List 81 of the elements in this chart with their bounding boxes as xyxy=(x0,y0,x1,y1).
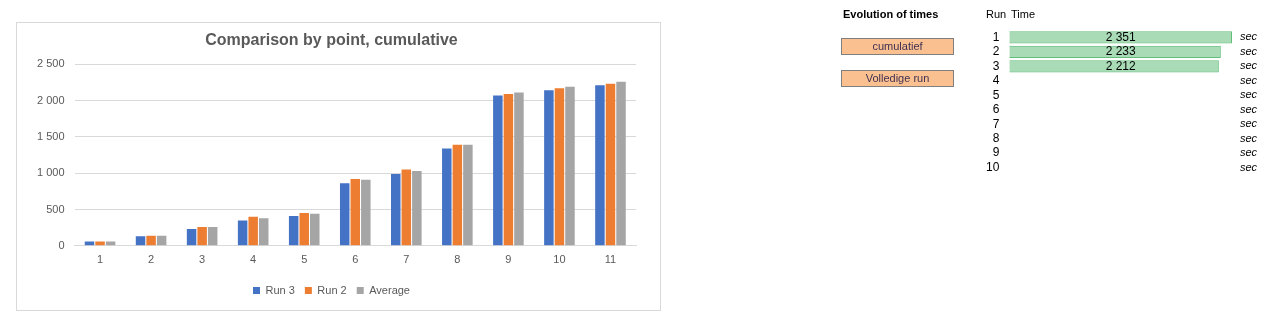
x-axis-title: Time xyxy=(1011,8,1036,20)
bar xyxy=(605,83,616,246)
y-tick-label: 1 500 xyxy=(37,129,65,142)
button: Volledige run xyxy=(841,70,954,87)
bar xyxy=(401,169,412,246)
bar xyxy=(258,218,269,246)
text: sec xyxy=(1240,146,1258,159)
bar xyxy=(299,213,309,246)
bar xyxy=(197,226,207,246)
bar xyxy=(339,183,350,246)
x-tick-label: 5 xyxy=(301,253,308,266)
bar xyxy=(146,235,156,246)
bar xyxy=(237,220,248,246)
bar xyxy=(554,88,565,246)
bar xyxy=(310,213,320,246)
bar xyxy=(350,178,361,246)
x-tick-label: 1 xyxy=(96,253,104,266)
bar xyxy=(186,229,197,246)
y-tick-label: 2 500 xyxy=(37,57,65,70)
text: sec xyxy=(1240,44,1258,57)
y-tick-label: 9 xyxy=(992,145,1000,160)
bar xyxy=(503,93,514,246)
y-tick-label: 2 000 xyxy=(37,93,65,106)
bar xyxy=(616,81,626,246)
text: sec xyxy=(1240,117,1258,130)
text: sec xyxy=(1240,59,1258,72)
data-label: 2 351 xyxy=(1105,29,1137,44)
y-axis-title: Run xyxy=(986,8,1007,20)
chart-title: Comparison by point, cumulative xyxy=(205,31,458,49)
x-tick-label: 2 xyxy=(148,253,155,266)
text: sec xyxy=(1240,30,1258,43)
y-tick-label: 3 xyxy=(992,58,1000,73)
bar xyxy=(565,86,575,246)
x-tick-label: 10 xyxy=(553,253,566,266)
bar xyxy=(207,226,218,246)
y-tick-label: 4 xyxy=(992,73,1000,88)
legend-label: Run 2 xyxy=(317,283,347,296)
bar xyxy=(135,236,146,246)
bar xyxy=(493,95,503,246)
bar xyxy=(463,144,473,246)
bar xyxy=(514,92,524,246)
bar xyxy=(391,173,401,246)
bar xyxy=(452,144,463,246)
bar xyxy=(544,90,554,246)
y-tick-label: 8 xyxy=(992,130,1000,145)
bar xyxy=(442,148,452,246)
legend-label: Average xyxy=(369,283,410,296)
text: sec xyxy=(1240,160,1258,173)
legend-label: Run 3 xyxy=(265,283,295,296)
y-tick-label: 1 000 xyxy=(37,166,65,179)
data-label: 2 233 xyxy=(1105,44,1137,59)
x-tick-label: 3 xyxy=(199,253,206,266)
bar xyxy=(288,216,299,246)
x-tick-label: 9 xyxy=(505,253,512,266)
bar xyxy=(412,170,422,246)
text: Evolution of times xyxy=(843,8,939,20)
x-tick-label: 7 xyxy=(403,253,410,266)
bar xyxy=(248,216,258,246)
text: sec xyxy=(1240,73,1258,86)
x-tick-label: 4 xyxy=(250,253,257,266)
text: sec xyxy=(1240,102,1258,115)
x-tick-label: 8 xyxy=(454,253,461,266)
y-tick-label: 6 xyxy=(992,102,1000,117)
text: sec xyxy=(1240,88,1258,101)
y-tick-label: 500 xyxy=(46,202,65,215)
y-tick-label: 2 xyxy=(992,44,1000,59)
x-tick-label: 6 xyxy=(352,253,359,266)
data-label: 2 212 xyxy=(1105,58,1137,73)
bar xyxy=(105,241,116,246)
y-tick-label: 1 xyxy=(992,29,1000,44)
button: cumulatief xyxy=(841,38,954,55)
y-tick-label: 5 xyxy=(992,87,1000,102)
y-tick-label: 0 xyxy=(58,238,65,251)
y-tick-label: 10 xyxy=(985,159,1000,174)
text: sec xyxy=(1240,131,1258,144)
bar xyxy=(95,241,105,246)
bar xyxy=(361,179,371,246)
x-tick-label: 11 xyxy=(604,253,617,266)
bar xyxy=(84,241,95,246)
y-tick-label: 7 xyxy=(992,116,1000,131)
bar xyxy=(595,85,605,246)
